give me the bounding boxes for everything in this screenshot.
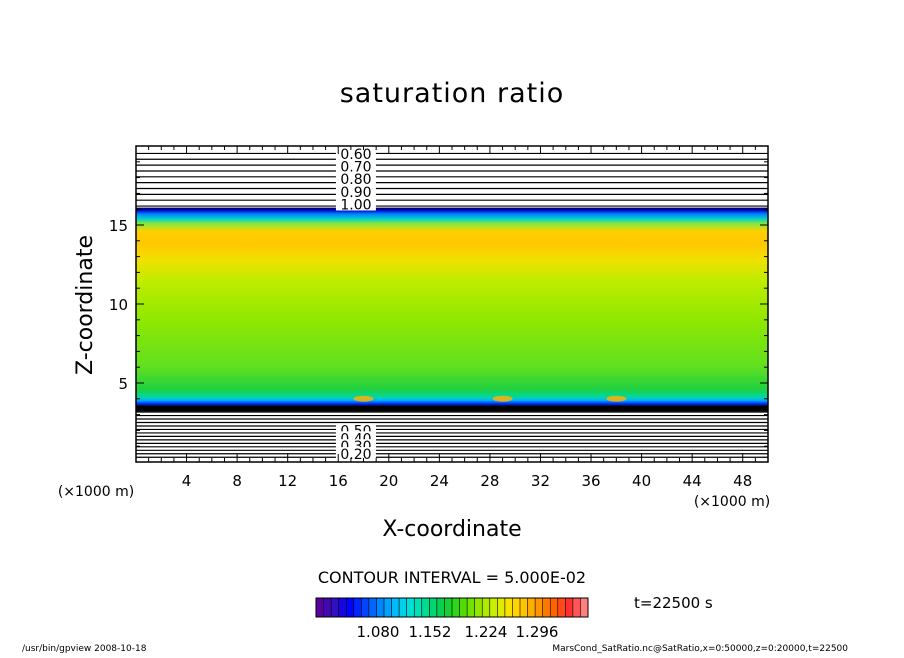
contour-label-bg (335, 159, 376, 173)
colorbar-cell (535, 598, 544, 617)
colorbar-cell (474, 598, 483, 617)
colorbar-cell (414, 598, 423, 617)
colorbar-tick-label: 1.296 (516, 623, 559, 641)
colorbar-cell (512, 598, 521, 617)
colorbar-cell (572, 598, 581, 617)
colorbar-cell (565, 598, 574, 617)
x-tick-label: 32 (531, 472, 550, 490)
x-tick-label: 16 (329, 472, 348, 490)
colorbar-cell (550, 598, 559, 617)
colorbar-cell (368, 598, 377, 617)
colorbar-cell (376, 598, 385, 617)
heatmap-field (136, 207, 768, 407)
colorbar-cell (391, 598, 400, 617)
contour-labels: 0.600.700.800.901.000.500.400.300.20 (335, 146, 376, 463)
colorbar-cell (429, 598, 438, 617)
colorbar-cell (323, 598, 332, 617)
colorbar-tick-label: 1.152 (409, 623, 452, 641)
warm-blob (606, 395, 627, 402)
x-tick-label: 8 (232, 472, 242, 490)
colorbar-tick-label: 1.224 (465, 623, 508, 641)
colorbar-cell (346, 598, 355, 617)
colorbar (315, 597, 589, 618)
colorbar-cell (338, 598, 347, 617)
colorbar-cell (399, 598, 408, 617)
time-text: t=22500 s (634, 594, 713, 612)
x-tick-label: 36 (581, 472, 600, 490)
contour-label: 0.90 (340, 185, 371, 201)
warm-blob (353, 395, 374, 402)
colorbar-cell (316, 598, 325, 617)
x-tick-label: 40 (632, 472, 651, 490)
y-tick-label: 5 (118, 375, 128, 393)
colorbar-cell (361, 598, 370, 617)
warm-blob (492, 395, 513, 402)
colorbar-frame (315, 597, 589, 618)
colorbar-cell (331, 598, 340, 617)
contour-label: 0.20 (340, 447, 371, 463)
colorbar-cell (353, 598, 362, 617)
contour-label: 1.00 (340, 197, 371, 213)
colorbar-cell (557, 598, 566, 617)
x-tick-label: 48 (733, 472, 752, 490)
colorbar-tick-label: 1.080 (357, 623, 400, 641)
footer-left: /usr/bin/gpview 2008-10-18 (22, 644, 147, 654)
x-tick-label: 4 (182, 472, 192, 490)
colorbar-cell (384, 598, 393, 617)
colorbar-cell (504, 598, 513, 617)
y-tick-label: 15 (109, 217, 128, 235)
colorbar-cell (436, 598, 445, 617)
colorbar-tick-labels: 1.080 1.152 1.224 1.296 (357, 623, 559, 641)
colorbar-cell (520, 598, 529, 617)
colorbar-cell (459, 598, 468, 617)
colorbar-cell (406, 598, 415, 617)
field-band (136, 207, 768, 407)
x-tick-label: 12 (278, 472, 297, 490)
footer-right: MarsCond_SatRatio.nc@SatRatio,x=0:50000,… (552, 644, 848, 654)
chart-title: saturation ratio (340, 78, 565, 109)
contour-label-bg (335, 184, 376, 198)
y-axis-ticks: 5 10 15 (109, 161, 768, 447)
contour-label: 0.80 (340, 172, 371, 188)
colorbar-cell (444, 598, 453, 617)
y-axis-label: Z-coordinate (73, 235, 98, 375)
x-tick-label: 28 (480, 472, 499, 490)
x-axis-unit-left: (×1000 m) (58, 484, 134, 500)
contour-label-bg (335, 146, 376, 160)
contour-label-bg (335, 447, 376, 461)
x-tick-label: 20 (379, 472, 398, 490)
colorbar-cell (580, 598, 589, 617)
x-axis-unit-right: (×1000 m) (694, 494, 770, 510)
x-tick-label: 44 (683, 472, 702, 490)
contour-label: 0.60 (340, 147, 371, 163)
x-axis-ticks: 4 8 12 16 20 24 28 32 36 40 44 48 (148, 146, 756, 490)
colorbar-cell (527, 598, 536, 617)
colorbar-cell (497, 598, 506, 617)
contour-interval-text: CONTOUR INTERVAL = 5.000E-02 (318, 568, 586, 587)
colorbar-cell (482, 598, 491, 617)
contour-lines (136, 152, 768, 458)
y-tick-label: 10 (109, 296, 128, 314)
x-axis-label: X-coordinate (382, 517, 521, 542)
colorbar-cell (467, 598, 476, 617)
colorbar-cell (452, 598, 461, 617)
x-tick-label: 24 (430, 472, 449, 490)
plot-area: 0.600.700.800.901.000.500.400.300.20 481… (109, 145, 769, 490)
colorbar-cell (542, 598, 551, 617)
contour-label-bg (335, 172, 376, 186)
colorbar-cell (489, 598, 498, 617)
dense-contour-band (136, 405, 768, 412)
contour-label-bg (335, 197, 376, 211)
contour-label: 0.70 (340, 160, 371, 176)
colorbar-cell (421, 598, 430, 617)
